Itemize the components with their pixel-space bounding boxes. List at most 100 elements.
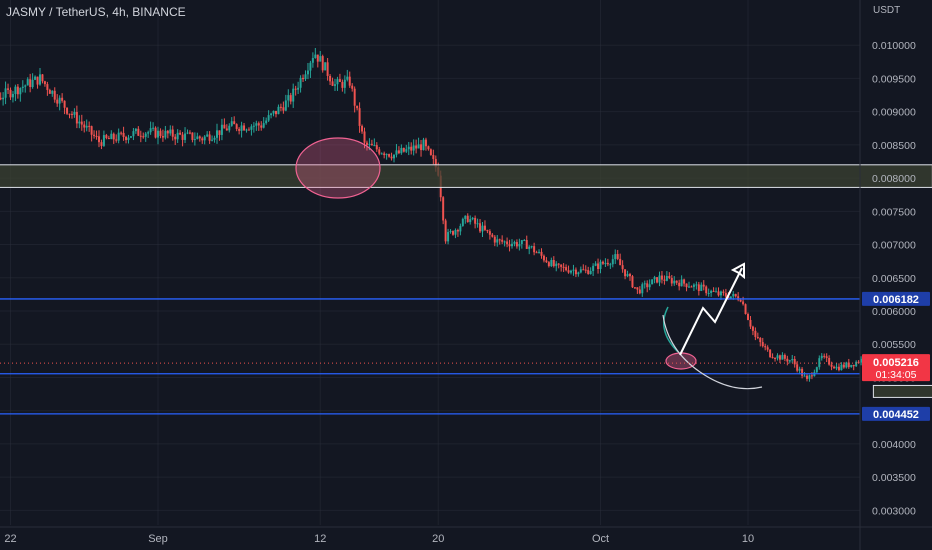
candle-body <box>810 375 813 377</box>
current-price-box <box>862 354 930 382</box>
candle-body <box>176 132 179 140</box>
candle-body <box>678 282 681 287</box>
candle-body <box>112 133 115 140</box>
candle-body <box>329 75 332 82</box>
candle-body <box>683 279 686 284</box>
candle-body <box>358 108 361 126</box>
candle-body <box>756 336 759 339</box>
candle-body <box>565 267 568 271</box>
candle-body <box>479 223 482 232</box>
candle-body <box>134 128 137 132</box>
candle-body <box>115 139 118 141</box>
candle-body <box>663 279 666 281</box>
price-tick-label: 0.005500 <box>872 339 916 351</box>
candle-body <box>186 132 189 134</box>
candle-body <box>732 294 735 297</box>
candle-body <box>747 314 749 320</box>
candle-body <box>847 362 850 368</box>
time-tick-label: 12 <box>314 533 326 545</box>
candle-body <box>365 142 368 146</box>
candle-body <box>424 139 427 147</box>
candle-body <box>587 270 590 275</box>
horizontal-levels[interactable] <box>0 298 860 415</box>
price-tick-label: 0.007500 <box>872 206 916 218</box>
candle-body <box>601 261 604 264</box>
projection-arrow-path[interactable] <box>679 267 743 356</box>
candle-body <box>648 284 651 288</box>
candle-body <box>174 136 177 140</box>
candle-body <box>68 113 71 115</box>
candle-body <box>729 296 732 299</box>
candle-body <box>267 115 270 121</box>
highlight-ellipse-large[interactable] <box>295 137 381 199</box>
candle-body <box>336 79 339 85</box>
candle-body <box>717 291 720 296</box>
candle-body <box>616 254 619 259</box>
candle-body <box>216 130 218 138</box>
candle-body <box>85 125 88 128</box>
price-tick-label: 0.006000 <box>872 306 916 318</box>
candle-body <box>818 358 821 368</box>
candle-body <box>400 147 403 154</box>
candle-body <box>29 79 32 88</box>
candle-body <box>166 130 169 134</box>
candle-body <box>270 113 273 116</box>
candle-body <box>351 85 354 89</box>
candle-body <box>83 124 86 128</box>
candle-body <box>498 239 501 241</box>
time-axis[interactable]: 22Sep1220Oct1024Nov <box>0 526 932 545</box>
candle-body <box>331 81 334 86</box>
candle-body <box>855 361 858 367</box>
candle-body <box>51 90 54 94</box>
candle-body <box>840 364 843 371</box>
price-tick-label: 0.003000 <box>872 505 916 517</box>
drawing-annotations[interactable] <box>295 137 763 390</box>
candle-body <box>739 299 742 302</box>
candle-body <box>466 215 469 223</box>
candle-body <box>860 358 863 363</box>
candle-body <box>670 277 673 284</box>
candle-body <box>0 97 2 100</box>
candle-body <box>321 56 324 71</box>
candle-body <box>547 262 550 267</box>
candle-body <box>385 154 388 156</box>
candle-body <box>218 130 221 135</box>
candle-body <box>348 76 351 86</box>
candle-body <box>346 76 349 80</box>
candle-body <box>727 296 730 299</box>
candle-body <box>304 74 307 80</box>
candle-body <box>39 74 41 85</box>
projection-curve-white[interactable] <box>662 314 763 390</box>
candle-body <box>555 263 558 267</box>
candle-body <box>481 225 484 232</box>
candle-body <box>188 132 191 134</box>
candle-body <box>2 97 5 100</box>
candle-body <box>292 88 295 102</box>
candle-body <box>297 87 300 90</box>
candle-body <box>629 274 631 277</box>
time-tick-label: 22 <box>4 533 16 545</box>
candle-body <box>405 149 408 152</box>
candle-body <box>309 62 312 71</box>
candle-body <box>857 361 860 363</box>
zone-rectangle[interactable] <box>872 384 932 398</box>
candle-body <box>201 138 204 141</box>
candle-body <box>137 128 140 136</box>
candle-body <box>525 240 528 249</box>
candle-body <box>751 326 754 331</box>
candle-body <box>742 301 745 305</box>
candle-body <box>14 86 17 94</box>
candle-body <box>530 246 533 248</box>
projection-curve-green[interactable] <box>663 306 679 353</box>
candle-body <box>722 291 725 294</box>
time-tick-label: Oct <box>592 533 609 545</box>
candle-body <box>774 357 777 359</box>
candle-body <box>557 263 560 265</box>
candle-body <box>562 266 565 268</box>
zone-rectangle[interactable] <box>0 164 932 188</box>
candle-body <box>434 158 437 168</box>
candle-body <box>452 231 454 235</box>
candle-body <box>597 263 600 269</box>
support-resistance-zones[interactable] <box>0 164 932 398</box>
